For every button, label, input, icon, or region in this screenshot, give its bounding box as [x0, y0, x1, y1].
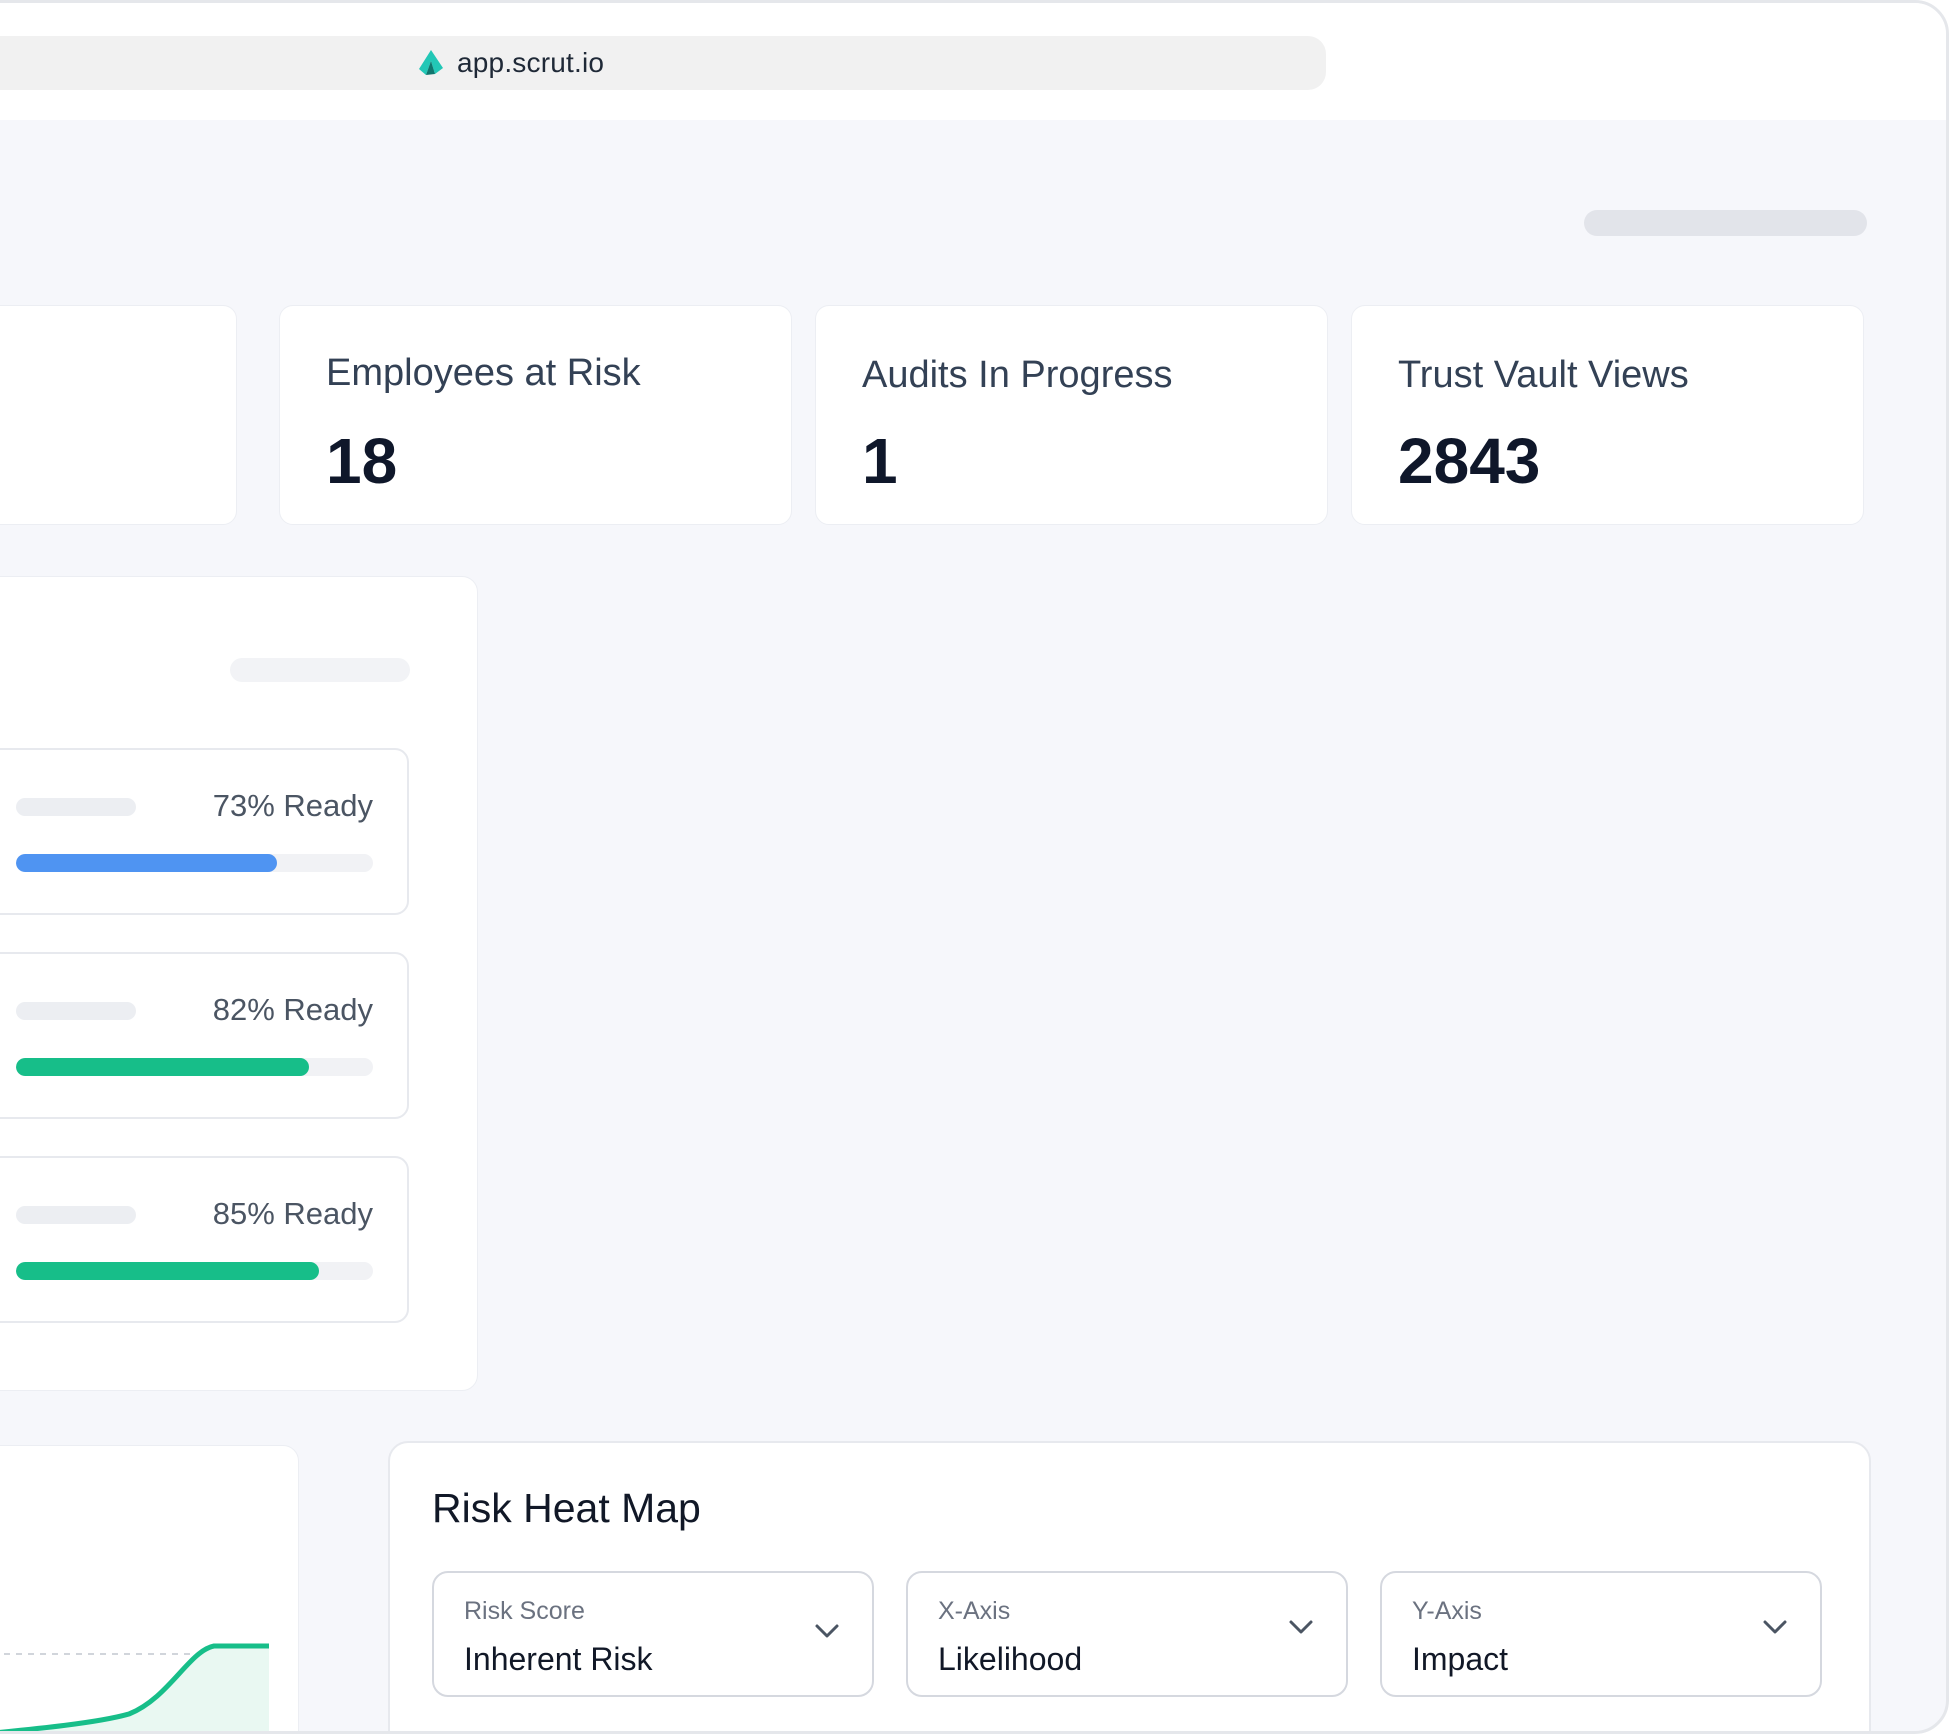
stat-value: 18	[326, 425, 398, 497]
chevron-down-icon	[1289, 1620, 1313, 1634]
y-axis-dropdown[interactable]: Y-Axis Impact	[1380, 1571, 1822, 1697]
readiness-item[interactable]: ★ ★ ★ 82% Ready	[0, 952, 409, 1119]
dropdown-value: Impact	[1412, 1641, 1509, 1677]
readiness-progress-fill	[16, 1262, 320, 1280]
dropdown-value: Inherent Risk	[464, 1641, 653, 1677]
readiness-item[interactable]: A 73% Ready	[0, 748, 409, 915]
chevron-down-icon	[815, 1624, 839, 1638]
stat-value: 2843	[1398, 425, 1541, 497]
framework-name-placeholder	[16, 1206, 136, 1224]
stat-label: Trust Vault Views	[1398, 354, 1689, 396]
risk-score-dropdown[interactable]: Risk Score Inherent Risk	[432, 1571, 874, 1697]
browser-chrome: app.scrut.io	[0, 3, 1946, 120]
risk-heat-map-card: Risk Heat Map Risk Score Inherent Risk X…	[388, 1441, 1871, 1731]
readiness-progress-fill	[16, 1058, 309, 1076]
stat-card-trust-vault-views[interactable]: Trust Vault Views 2843	[1351, 305, 1864, 525]
stat-card-employees-at-risk[interactable]: Employees at Risk 18	[279, 305, 792, 525]
readiness-progress-fill	[16, 854, 277, 872]
chart-area	[14, 1646, 269, 1731]
readiness-item[interactable]: T 85% Ready	[0, 1156, 409, 1323]
readiness-progress-bar	[16, 1262, 373, 1280]
trend-chart	[0, 1643, 269, 1731]
panel-header-placeholder	[230, 658, 410, 682]
readiness-progress-bar	[16, 854, 373, 872]
x-axis-dropdown[interactable]: X-Axis Likelihood	[906, 1571, 1348, 1697]
stat-card-partial	[0, 305, 237, 525]
header-placeholder-pill	[1584, 210, 1867, 236]
chevron-down-icon	[1763, 1620, 1787, 1634]
dropdown-label: X-Axis	[938, 1597, 1011, 1625]
dropdown-label: Risk Score	[464, 1597, 585, 1625]
stat-label: Audits In Progress	[862, 354, 1173, 396]
address-url: app.scrut.io	[457, 47, 605, 78]
framework-name-placeholder	[16, 798, 136, 816]
address-bar[interactable]: app.scrut.io	[0, 36, 1326, 90]
stat-label: Employees at Risk	[326, 352, 641, 394]
scrut-logo-icon	[419, 50, 443, 75]
framework-name-placeholder	[16, 1002, 136, 1020]
stat-value: 1	[862, 425, 898, 497]
readiness-percent-text: 82% Ready	[212, 992, 373, 1027]
readiness-percent-text: 85% Ready	[212, 1196, 373, 1231]
chart-line	[0, 1643, 269, 1731]
trend-chart-card	[0, 1445, 299, 1731]
heat-map-title: Risk Heat Map	[432, 1485, 701, 1531]
compliance-readiness-panel: A 73% Ready ★ ★ ★ 82% Ready T 85% Ready	[0, 576, 478, 1391]
dropdown-value: Likelihood	[938, 1641, 1083, 1677]
dropdown-label: Y-Axis	[1412, 1597, 1482, 1625]
readiness-progress-bar	[16, 1058, 373, 1076]
readiness-percent-text: 73% Ready	[212, 788, 373, 823]
stat-card-audits-in-progress[interactable]: Audits In Progress 1	[815, 305, 1328, 525]
